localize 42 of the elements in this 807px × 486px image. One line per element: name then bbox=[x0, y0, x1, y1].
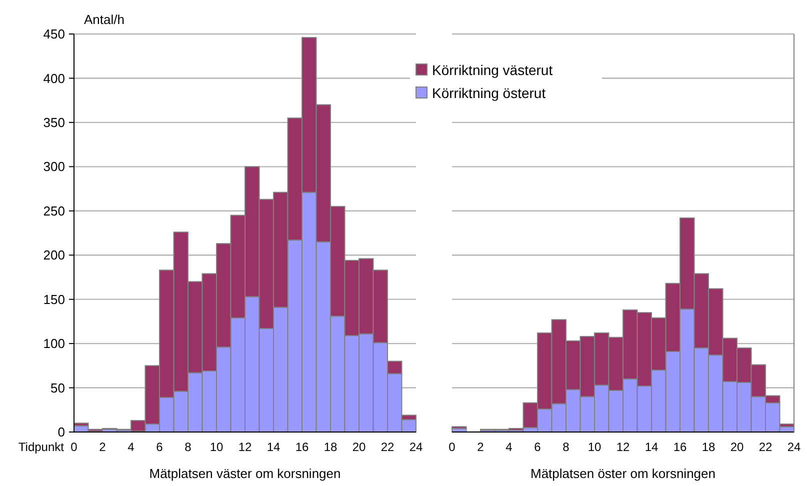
y-tick-label: 150 bbox=[43, 292, 65, 307]
x-tick-label: 8 bbox=[184, 440, 192, 454]
y-tick-label: 0 bbox=[58, 424, 65, 440]
x-tick-label: 24 bbox=[409, 440, 423, 454]
x-tick-label: 4 bbox=[128, 440, 135, 454]
legend-label: Körriktning västerut bbox=[432, 62, 553, 78]
y-tick-label: 300 bbox=[43, 159, 65, 174]
x-tick-label: 16 bbox=[673, 440, 687, 454]
x-axis-title: Mätplatsen väster om korsningen bbox=[149, 466, 341, 481]
x-tick-label: 2 bbox=[477, 440, 484, 454]
x-axis-title: Mätplatsen öster om korsningen bbox=[530, 466, 716, 481]
y-tick-label: 50 bbox=[50, 380, 65, 396]
x-tick-label: 16 bbox=[295, 440, 309, 454]
x-tick-label: 4 bbox=[506, 440, 513, 454]
x-tick-label: 6 bbox=[156, 440, 164, 454]
x-tick-label: 2 bbox=[99, 440, 106, 454]
y-tick-label: 200 bbox=[43, 248, 65, 263]
x-tick-label: 18 bbox=[702, 440, 716, 454]
x-tick-label: 20 bbox=[352, 440, 366, 454]
y-tick-label: 450 bbox=[43, 26, 65, 42]
x-tick-label: 22 bbox=[758, 440, 772, 454]
x-tick-label: 18 bbox=[324, 440, 338, 454]
y-tick-label: 250 bbox=[43, 203, 65, 218]
y-tick-label: 400 bbox=[43, 70, 65, 86]
x-tick-label: 20 bbox=[730, 440, 744, 454]
y-tick-label: 100 bbox=[43, 336, 65, 352]
x-tick-label: 14 bbox=[266, 440, 280, 454]
x-tick-label: 10 bbox=[210, 440, 224, 454]
x-tick-label: 0 bbox=[448, 440, 456, 454]
y-axis-title: Antal/h bbox=[84, 12, 124, 27]
x-tick-label: 10 bbox=[588, 440, 602, 454]
x-tick-label: 24 bbox=[787, 440, 801, 454]
x-tick-label: 12 bbox=[238, 440, 252, 454]
x-tick-label: 8 bbox=[562, 440, 570, 454]
legend-label: Körriktning österut bbox=[432, 84, 546, 101]
x-tick-label: 0 bbox=[70, 440, 78, 454]
x-tick-label: 6 bbox=[534, 440, 542, 454]
x-tick-label: 14 bbox=[644, 440, 658, 454]
x-tick-label: 12 bbox=[616, 440, 630, 454]
text: Tidpunkt bbox=[18, 440, 65, 454]
x-tick-label: 22 bbox=[380, 440, 394, 454]
y-tick-label: 350 bbox=[43, 114, 65, 130]
